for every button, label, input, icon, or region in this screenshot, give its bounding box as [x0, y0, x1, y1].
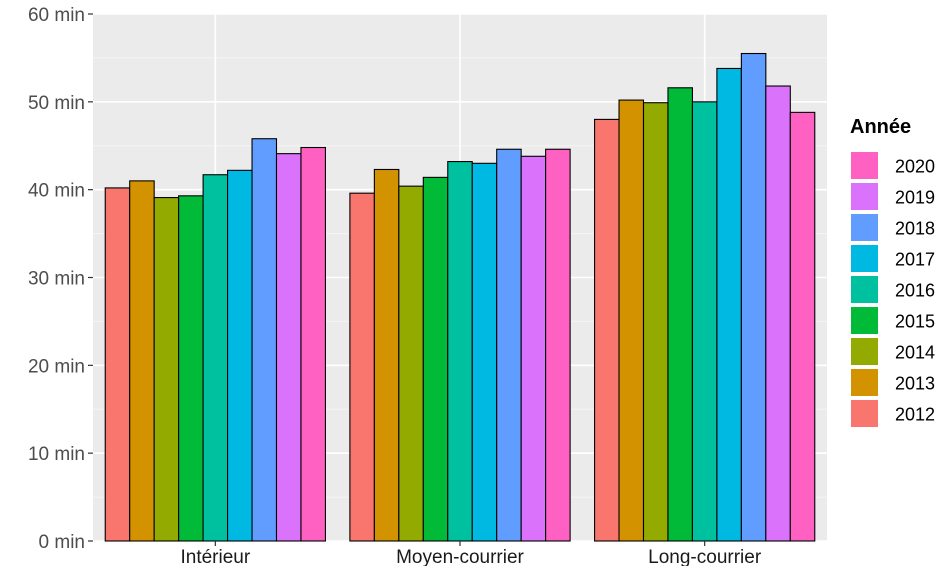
- y-tick-label: 0 min: [39, 532, 85, 553]
- bar-2018-2: [740, 52, 767, 542]
- x-axis: Intérieur Moyen-courrier Long-courrier: [180, 541, 762, 566]
- bar-2017-0: [227, 169, 253, 542]
- legend-key-2018: [851, 214, 878, 241]
- bar-2020-1: [545, 148, 571, 542]
- legend-key-2014: [851, 338, 878, 365]
- legend-title: Année: [850, 116, 911, 138]
- legend-key-2016: [851, 276, 878, 303]
- bar-2016-0: [202, 174, 229, 542]
- bar-2018-1: [496, 148, 522, 542]
- legend: Année 2020 2019 2018 2017 2016 2015 2014 2013 20…: [850, 116, 935, 427]
- legend-key-2012: [851, 400, 878, 427]
- legend-key-2015: [851, 307, 878, 334]
- bar-2020-2: [789, 111, 816, 542]
- bar-2015-2: [667, 87, 693, 542]
- legend-label-2015: 2015: [895, 312, 935, 332]
- y-tick-label: 20 min: [28, 356, 85, 377]
- legend-label-2012: 2012: [895, 405, 935, 425]
- bar-2019-1: [520, 155, 547, 542]
- x-tick-label: Moyen-courrier: [396, 547, 524, 566]
- legend-label-2014: 2014: [895, 343, 935, 363]
- legend-label-2020: 2020: [895, 157, 935, 177]
- bar-2014-2: [642, 102, 669, 542]
- y-tick-label: 40 min: [28, 181, 85, 202]
- bar-2012-2: [594, 118, 620, 542]
- y-tick-label: 30 min: [28, 269, 85, 290]
- x-tick-label: Long-courrier: [648, 547, 762, 566]
- x-tick-label: Intérieur: [180, 547, 250, 566]
- bar-2014-0: [153, 197, 180, 542]
- bar-2017-1: [471, 162, 498, 542]
- bar-2017-2: [716, 67, 742, 542]
- legend-label-2013: 2013: [895, 374, 935, 394]
- y-tick-label: 10 min: [28, 444, 85, 465]
- bar-2019-0: [275, 153, 302, 542]
- legend-key-2020: [851, 152, 878, 179]
- y-axis: 0 min 10 min 20 min 30 min 40 min 50 min 60 mi…: [28, 5, 93, 553]
- bar-2012-0: [104, 187, 131, 542]
- legend-key-2017: [851, 245, 878, 272]
- bars: [104, 52, 816, 542]
- bar-2015-0: [178, 195, 204, 542]
- bar-2019-2: [765, 85, 791, 542]
- y-tick-label: 50 min: [28, 93, 85, 114]
- legend-key-2019: [851, 183, 878, 210]
- bar-2014-1: [398, 185, 424, 542]
- bar-2018-0: [251, 138, 278, 542]
- bar-2015-1: [422, 176, 449, 542]
- bar-2013-2: [618, 99, 645, 542]
- bar-2013-1: [373, 168, 400, 542]
- bar-2013-0: [129, 180, 155, 542]
- legend-label-2018: 2018: [895, 219, 935, 239]
- bar-2020-0: [300, 146, 326, 542]
- legend-key-2013: [851, 369, 878, 396]
- bar-2016-2: [691, 101, 718, 542]
- y-tick-label: 60 min: [28, 5, 85, 26]
- bar-2012-1: [349, 192, 375, 542]
- legend-label-2017: 2017: [895, 250, 935, 270]
- legend-label-2019: 2019: [895, 188, 935, 208]
- legend-label-2016: 2016: [895, 281, 935, 301]
- bar-2016-1: [447, 161, 473, 542]
